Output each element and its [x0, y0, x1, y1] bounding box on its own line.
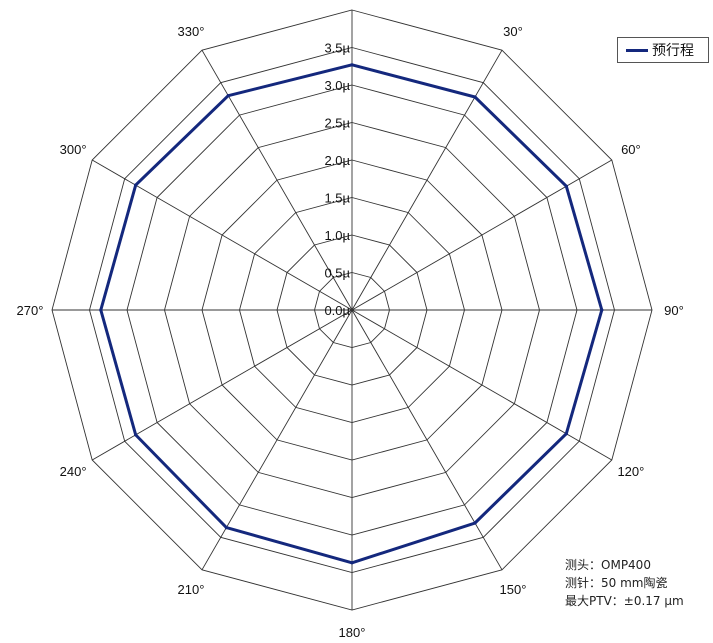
- series-point: [564, 184, 568, 188]
- angle-labels: 30° 60° 90° 120° 150° 180° 210° 240° 270° 300° 330…: [17, 24, 684, 640]
- grid-spoke: [91, 159, 353, 311]
- grid-spoke: [201, 309, 353, 571]
- angle-label: 60°: [621, 142, 641, 157]
- angle-label: 180°: [339, 625, 366, 640]
- series-point: [473, 521, 477, 525]
- grid-spoke: [91, 309, 353, 461]
- probe-row: 测头：OMP400: [565, 556, 684, 574]
- stylus-row: 测针：50 mm陶瓷: [565, 574, 684, 592]
- radial-tick-label: 2.5µ: [324, 116, 350, 131]
- probe-label: 测头：: [565, 558, 602, 572]
- legend: 预行程: [617, 37, 709, 63]
- grid-spoke: [351, 309, 613, 461]
- series-point: [134, 433, 138, 437]
- info-block: 测头：OMP400 测针：50 mm陶瓷 最大PTV：±0.17 µm: [565, 556, 684, 610]
- ptv-row: 最大PTV：±0.17 µm: [565, 592, 684, 610]
- angle-label: 240°: [60, 464, 87, 479]
- radial-tick-label: 0.0µ: [324, 303, 350, 318]
- grid-spoke: [351, 159, 613, 311]
- legend-label: 预行程: [652, 43, 694, 59]
- radial-tick-label: 2.0µ: [324, 153, 350, 168]
- radial-tick-label: 1.0µ: [324, 228, 350, 243]
- series-layer: [99, 63, 604, 565]
- series-point: [600, 308, 604, 312]
- radial-tick-label: 1.5µ: [324, 191, 350, 206]
- grid-spoke: [351, 309, 503, 571]
- radial-tick-label: 3.5µ: [324, 41, 350, 56]
- grid-spoke: [201, 49, 353, 311]
- stylus-label: 测针：: [565, 576, 602, 590]
- grid-layer: [51, 9, 653, 611]
- stylus-value: 50 mm陶瓷: [601, 576, 668, 590]
- series-point: [473, 95, 477, 99]
- series-point: [564, 432, 568, 436]
- angle-label: 150°: [500, 582, 527, 597]
- angle-label: 90°: [664, 303, 684, 318]
- angle-label: 210°: [178, 582, 205, 597]
- series-line: [99, 63, 604, 565]
- radial-labels: 0.0µ 0.5µ 1.0µ 1.5µ 2.0µ 2.5µ 3.0µ 3.5µ: [324, 41, 350, 319]
- series-point: [350, 561, 354, 565]
- series-point: [226, 94, 230, 98]
- series-point: [350, 63, 354, 67]
- probe-value: OMP400: [601, 558, 651, 572]
- angle-label: 300°: [60, 142, 87, 157]
- angle-label: 30°: [503, 24, 523, 39]
- series-point: [134, 183, 138, 187]
- ptv-value: ±0.17 µm: [623, 594, 684, 608]
- series-point: [224, 526, 228, 530]
- angle-label: 330°: [178, 24, 205, 39]
- angle-label: 270°: [17, 303, 44, 318]
- ptv-label: 最大PTV：: [565, 594, 624, 608]
- radial-tick-label: 3.0µ: [324, 78, 350, 93]
- grid-spoke: [351, 49, 503, 311]
- series-point: [99, 308, 103, 312]
- legend-swatch: [626, 48, 648, 52]
- radial-tick-label: 0.5µ: [324, 266, 350, 281]
- angle-label: 120°: [617, 464, 644, 479]
